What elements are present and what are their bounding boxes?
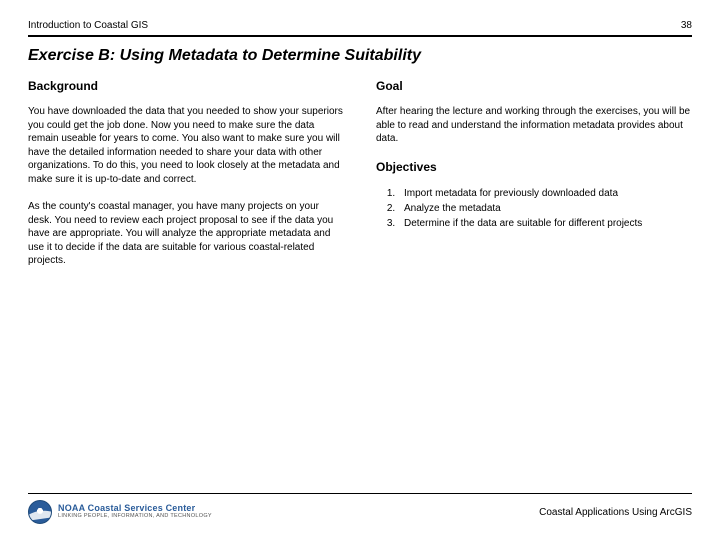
- header-rule: [28, 35, 692, 37]
- right-column: Goal After hearing the lecture and worki…: [376, 79, 692, 282]
- objectives-list: Import metadata for previously downloade…: [376, 186, 692, 231]
- footer-rule: [28, 493, 692, 494]
- goal-heading: Goal: [376, 79, 692, 93]
- org-subtitle: LINKING PEOPLE, INFORMATION, AND TECHNOL…: [58, 514, 212, 520]
- list-item: Determine if the data are suitable for d…: [398, 216, 692, 231]
- noaa-logo-icon: [28, 500, 52, 524]
- page-number: 38: [681, 20, 692, 31]
- background-heading: Background: [28, 79, 344, 93]
- content-columns: Background You have downloaded the data …: [28, 79, 692, 282]
- goal-text: After hearing the lecture and working th…: [376, 105, 692, 146]
- exercise-title: Exercise B: Using Metadata to Determine …: [28, 47, 692, 65]
- page-footer: NOAA Coastal Services Center LINKING PEO…: [28, 493, 692, 524]
- background-para-2: As the county's coastal manager, you hav…: [28, 200, 344, 268]
- logo-text: NOAA Coastal Services Center LINKING PEO…: [58, 504, 212, 519]
- course-title: Introduction to Coastal GIS: [28, 20, 148, 31]
- list-item: Analyze the metadata: [398, 201, 692, 216]
- background-para-1: You have downloaded the data that you ne…: [28, 105, 344, 186]
- objectives-heading: Objectives: [376, 160, 692, 174]
- page-header: Introduction to Coastal GIS 38: [28, 20, 692, 31]
- left-column: Background You have downloaded the data …: [28, 79, 344, 282]
- logo-block: NOAA Coastal Services Center LINKING PEO…: [28, 500, 212, 524]
- footer-row: NOAA Coastal Services Center LINKING PEO…: [28, 500, 692, 524]
- footer-right-text: Coastal Applications Using ArcGIS: [539, 507, 692, 518]
- list-item: Import metadata for previously downloade…: [398, 186, 692, 201]
